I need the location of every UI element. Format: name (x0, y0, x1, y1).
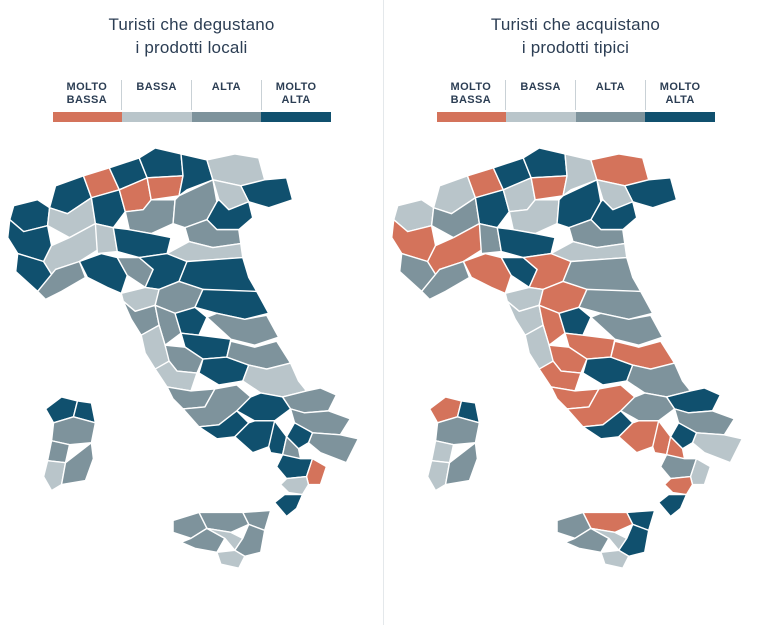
italy-map-acquistano (391, 147, 743, 569)
province-cremona (496, 226, 556, 259)
map-title-line1: Turisti che acquistano (490, 15, 661, 34)
province-chieti (242, 362, 308, 398)
legend-segment-alta (191, 112, 261, 122)
province-chieti (626, 362, 692, 398)
province-reggio (273, 493, 304, 518)
province-bolzano (138, 147, 184, 179)
province-lecce (307, 432, 359, 464)
province-nuoro (50, 416, 97, 446)
map-wrap-acquistano (387, 142, 767, 620)
legend: MOLTO BASSA BASSA ALTA MOLTO ALTA (436, 80, 715, 122)
province-taranto (285, 422, 314, 450)
province-lecce (691, 432, 743, 464)
province-oristano (430, 440, 455, 464)
panel-divider (383, 0, 384, 625)
province-arezzo (558, 306, 592, 336)
legend-labels: MOLTO BASSA BASSA ALTA MOLTO ALTA (53, 80, 331, 110)
province-milano (474, 189, 510, 229)
legend-item-molto-alta: MOLTO ALTA (260, 80, 331, 110)
province-nuoro (434, 416, 481, 446)
map-title-line2: i prodotti tipici (521, 38, 630, 57)
legend-color-bar (52, 112, 331, 122)
province-milano (90, 189, 126, 229)
legend-segment-molto-bassa (436, 112, 506, 122)
legend-segment-molto-alta (261, 112, 331, 122)
province-liguria_e (462, 252, 512, 295)
province-liguria_w (420, 260, 471, 301)
panel-acquistano: Turisti che acquistano i prodotti tipici… (384, 0, 767, 625)
legend-item-molto-bassa: MOLTO BASSA (66, 81, 108, 106)
legend-item-molto-alta: MOLTO ALTA (644, 80, 715, 110)
legend-item-molto-bassa: MOLTO BASSA (450, 81, 492, 106)
province-liguria_w (36, 260, 87, 301)
panel-degustano: Turisti che degustano i prodotti locali … (0, 0, 383, 625)
province-liguria_e (78, 252, 128, 295)
province-sud (444, 442, 479, 486)
province-bolzano (522, 147, 568, 179)
map-title-line1: Turisti che degustano (108, 15, 275, 34)
legend-segment-molto-alta (645, 112, 715, 122)
province-ragusa (600, 549, 630, 569)
province-pesaro (194, 288, 270, 320)
province-trento (530, 175, 568, 201)
legend-segment-bassa (122, 112, 192, 122)
province-cremona (112, 226, 172, 259)
province-sud (60, 442, 95, 486)
legend-item-alta: ALTA (575, 80, 645, 110)
province-trento (146, 175, 184, 201)
map-title-degustano: Turisti che degustano i prodotti locali (10, 13, 373, 59)
province-pesaro (578, 288, 654, 320)
legend-item-alta: ALTA (191, 80, 261, 110)
province-oristano (46, 440, 71, 464)
province-ragusa (216, 549, 246, 569)
italy-map-degustano (7, 147, 359, 569)
province-arezzo (174, 306, 208, 336)
province-reggio (657, 493, 688, 518)
map-wrap-degustano (3, 142, 383, 620)
map-title-acquistano: Turisti che acquistano i prodotti tipici (394, 13, 757, 59)
province-cagliari (426, 459, 451, 492)
legend-labels: MOLTO BASSA BASSA ALTA MOLTO ALTA (437, 80, 715, 110)
legend-color-bar (436, 112, 715, 122)
province-cagliari (42, 459, 67, 492)
province-macerata (206, 312, 280, 346)
province-catanzaro (279, 475, 310, 496)
province-taranto (669, 422, 698, 450)
legend-item-bassa: BASSA (121, 80, 191, 110)
legend-segment-bassa (506, 112, 576, 122)
province-siena (538, 304, 566, 346)
legend: MOLTO BASSA BASSA ALTA MOLTO ALTA (52, 80, 331, 122)
legend-segment-molto-bassa (52, 112, 122, 122)
province-catanzaro (663, 475, 694, 496)
map-title-line2: i prodotti locali (135, 38, 248, 57)
province-siena (154, 304, 182, 346)
legend-item-bassa: BASSA (505, 80, 575, 110)
legend-segment-alta (575, 112, 645, 122)
province-macerata (590, 312, 664, 346)
